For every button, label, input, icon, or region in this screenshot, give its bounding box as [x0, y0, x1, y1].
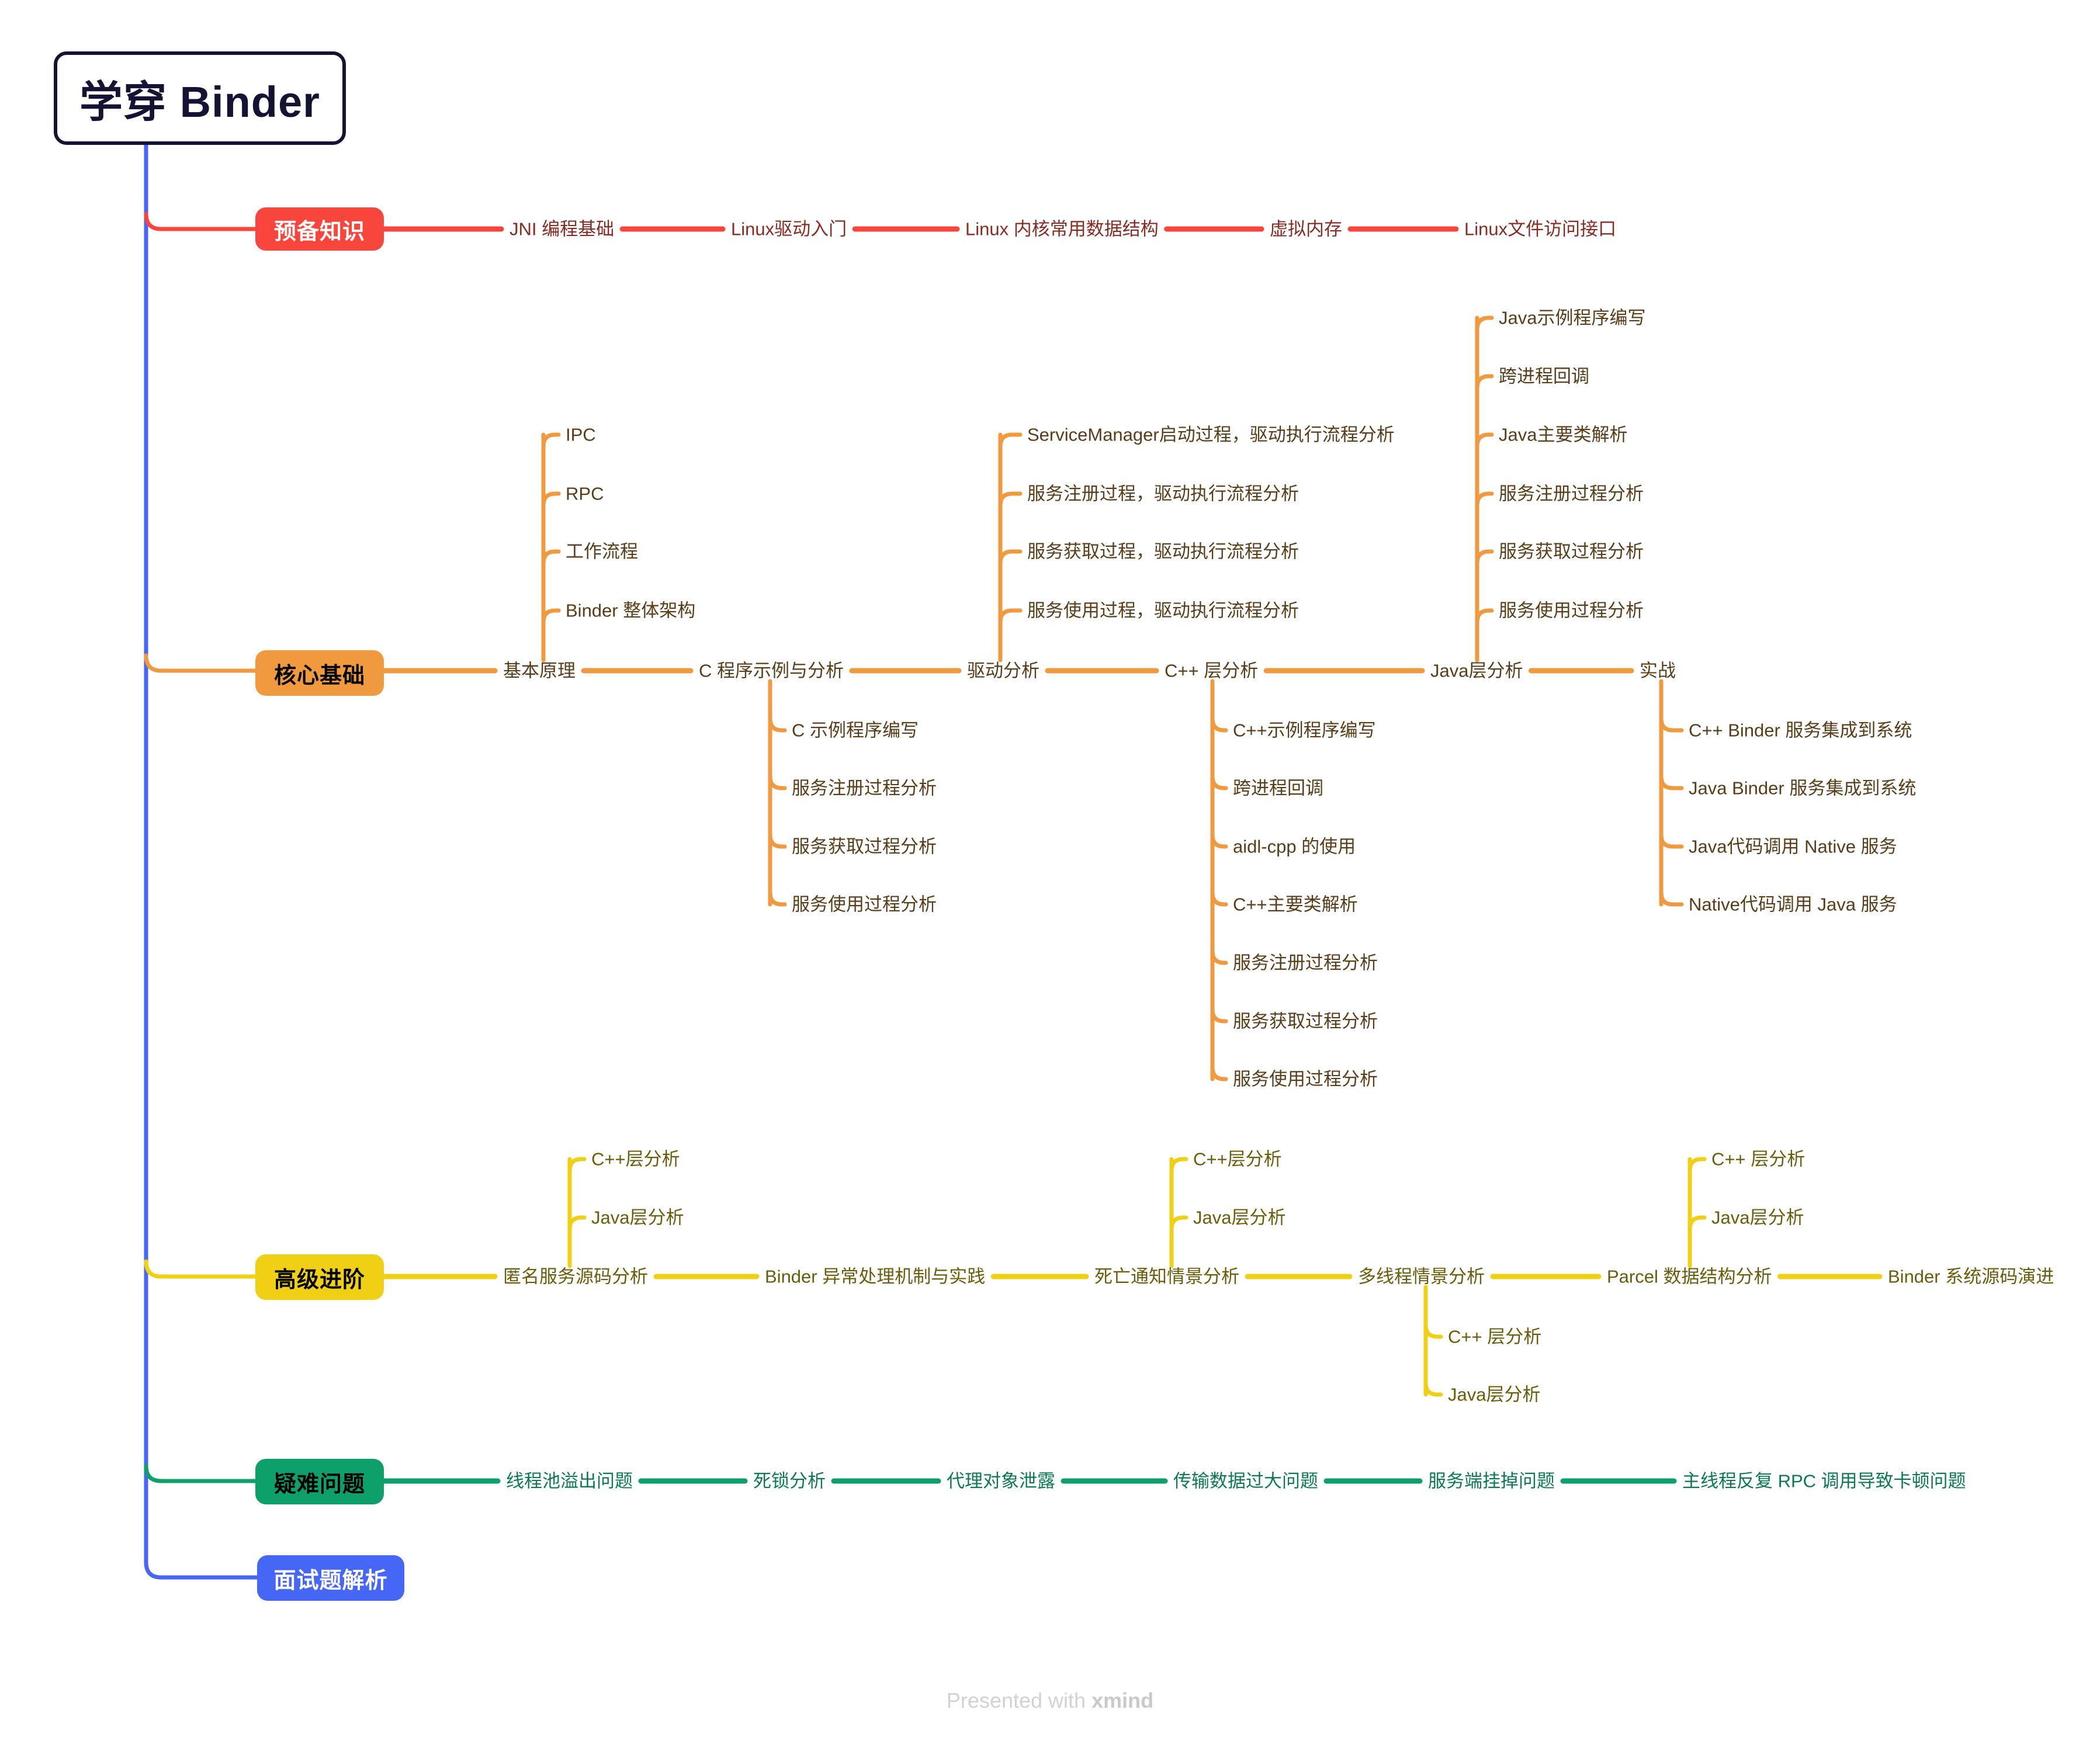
footer-attribution: Presented with xmind: [947, 1688, 1153, 1713]
subtopic-node[interactable]: Java主要类解析: [1499, 424, 1628, 445]
topic-node[interactable]: JNI 编程基础: [510, 219, 615, 240]
topic-node[interactable]: 线程池溢出问题: [506, 1471, 633, 1492]
subtopic-node[interactable]: C++层分析: [591, 1149, 680, 1170]
branch-topic-label: 疑难问题: [273, 1472, 365, 1497]
topic-node[interactable]: 基本原理: [503, 660, 576, 681]
topic-node[interactable]: Linux驱动入门: [731, 219, 847, 240]
subtopic-node[interactable]: C++ 层分析: [1448, 1326, 1542, 1347]
xmind-brand: xmind: [1091, 1688, 1154, 1712]
topic-node[interactable]: Binder 异常处理机制与实践: [765, 1266, 986, 1287]
subtopic-node[interactable]: 服务使用过程分析: [792, 894, 937, 915]
branch-topic-label: 高级进阶: [273, 1267, 365, 1292]
topic-node[interactable]: 实战: [1640, 660, 1676, 681]
root-topic[interactable]: 学穿 Binder: [54, 51, 346, 145]
topic-node[interactable]: 代理对象泄露: [947, 1471, 1055, 1492]
subtopic-node[interactable]: 服务使用过程分析: [1499, 600, 1644, 621]
topic-node[interactable]: Binder 系统源码演进: [1888, 1266, 2054, 1287]
footer-prefix: Presented with: [946, 1688, 1092, 1712]
topic-node[interactable]: 主线程反复 RPC 调用导致卡顿问题: [1682, 1471, 1966, 1492]
topic-node[interactable]: 死锁分析: [753, 1471, 826, 1492]
topic-node[interactable]: C 程序示例与分析: [699, 660, 844, 681]
subtopic-node[interactable]: RPC: [566, 483, 604, 504]
subtopic-node[interactable]: C++ 层分析: [1711, 1149, 1806, 1170]
topic-node[interactable]: 传输数据过大问题: [1173, 1471, 1318, 1492]
subtopic-node[interactable]: 服务获取过程，驱动执行流程分析: [1027, 541, 1299, 562]
topic-node[interactable]: 虚拟内存: [1270, 219, 1342, 240]
topic-node[interactable]: Parcel 数据结构分析: [1607, 1266, 1772, 1287]
subtopic-node[interactable]: 服务注册过程，驱动执行流程分析: [1027, 483, 1299, 504]
subtopic-node[interactable]: 服务注册过程分析: [1499, 483, 1644, 504]
branch-topic-hard[interactable]: 疑难问题: [255, 1459, 384, 1504]
subtopic-node[interactable]: 服务获取过程分析: [1233, 1011, 1378, 1032]
subtopic-node[interactable]: Java Binder 服务集成到系统: [1689, 778, 1917, 799]
subtopic-node[interactable]: C++示例程序编写: [1233, 720, 1376, 741]
subtopic-node[interactable]: C++层分析: [1193, 1149, 1282, 1170]
subtopic-node[interactable]: C 示例程序编写: [792, 720, 919, 741]
subtopic-node[interactable]: IPC: [566, 424, 596, 445]
subtopic-node[interactable]: Java示例程序编写: [1499, 307, 1646, 328]
topic-node[interactable]: Java层分析: [1430, 660, 1523, 681]
branch-topic-label: 面试题解析: [273, 1568, 388, 1593]
subtopic-node[interactable]: C++ Binder 服务集成到系统: [1689, 720, 1912, 741]
subtopic-node[interactable]: 跨进程回调: [1499, 366, 1589, 387]
topic-node[interactable]: Linux 内核常用数据结构: [965, 219, 1159, 240]
subtopic-node[interactable]: 服务注册过程分析: [792, 778, 937, 799]
branch-topic-advanced[interactable]: 高级进阶: [255, 1254, 384, 1300]
branch-topic-label: 核心基础: [273, 663, 365, 688]
subtopic-node[interactable]: Java层分析: [1193, 1207, 1286, 1228]
subtopic-node[interactable]: 服务获取过程分析: [1499, 541, 1644, 562]
subtopic-node[interactable]: 工作流程: [566, 541, 638, 562]
topic-node[interactable]: C++ 层分析: [1165, 660, 1259, 681]
subtopic-node[interactable]: Native代码调用 Java 服务: [1689, 894, 1897, 915]
subtopic-node[interactable]: Binder 整体架构: [566, 600, 696, 621]
branch-topic-label: 预备知识: [273, 219, 365, 244]
subtopic-node[interactable]: aidl-cpp 的使用: [1233, 836, 1356, 857]
subtopic-node[interactable]: Java层分析: [591, 1207, 684, 1228]
branch-topic-prep[interactable]: 预备知识: [255, 207, 384, 251]
subtopic-node[interactable]: Java层分析: [1711, 1207, 1804, 1228]
branch-topic-core[interactable]: 核心基础: [255, 650, 384, 696]
subtopic-node[interactable]: 跨进程回调: [1233, 778, 1323, 799]
subtopic-node[interactable]: 服务获取过程分析: [792, 836, 937, 857]
subtopic-node[interactable]: Java层分析: [1448, 1384, 1541, 1405]
topic-node[interactable]: Linux文件访问接口: [1464, 219, 1617, 240]
topic-node[interactable]: 驱动分析: [967, 660, 1039, 681]
topic-node[interactable]: 多线程情景分析: [1358, 1266, 1485, 1287]
topic-node[interactable]: 匿名服务源码分析: [503, 1266, 648, 1287]
branch-topic-interview[interactable]: 面试题解析: [257, 1555, 404, 1601]
topic-node[interactable]: 服务端挂掉问题: [1428, 1471, 1555, 1492]
subtopic-node[interactable]: 服务注册过程分析: [1233, 952, 1378, 973]
subtopic-node[interactable]: C++主要类解析: [1233, 894, 1358, 915]
subtopic-node[interactable]: 服务使用过程分析: [1233, 1069, 1378, 1090]
topic-node[interactable]: 死亡通知情景分析: [1094, 1266, 1239, 1287]
root-topic-label: 学穿 Binder: [79, 77, 320, 126]
subtopic-node[interactable]: Java代码调用 Native 服务: [1689, 836, 1897, 857]
subtopic-node[interactable]: 服务使用过程，驱动执行流程分析: [1027, 600, 1299, 621]
subtopic-node[interactable]: ServiceManager启动过程，驱动执行流程分析: [1027, 424, 1395, 445]
